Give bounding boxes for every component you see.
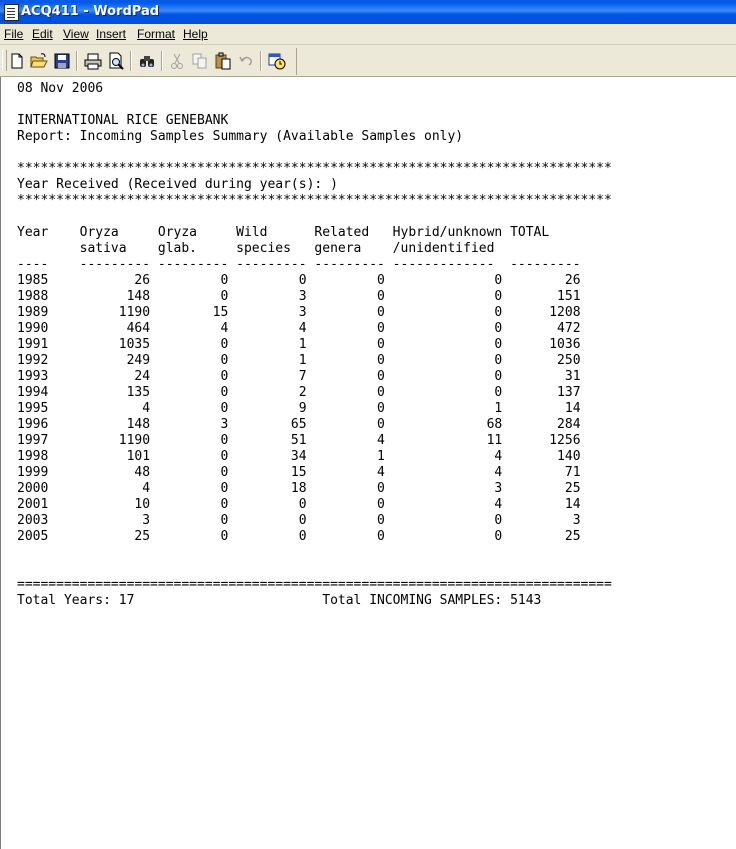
new-icon[interactable] (8, 52, 26, 70)
column-underline: ---- --------- --------- --------- -----… (17, 257, 581, 272)
menu-file[interactable]: File (4, 27, 23, 41)
toolbar-edge (296, 48, 297, 75)
table-row: 2000 4 0 18 0 3 25 (17, 481, 581, 496)
table-row: 2001 10 0 0 0 4 14 (17, 497, 581, 512)
table-row: 1989 1190 15 3 0 0 1208 (17, 305, 581, 320)
menu-insert[interactable]: Insert (96, 27, 126, 41)
cut-icon[interactable] (168, 52, 186, 70)
year-received-label: Year Received (Received during year(s): … (17, 177, 338, 192)
column-header-line-1: Year Oryza Oryza Wild Related Hybrid/unk… (17, 225, 550, 240)
menu-edit-label: Edit (32, 27, 53, 41)
table-row: 2003 3 0 0 0 0 3 (17, 513, 581, 528)
report-footer: Total Years: 17 Total INCOMING SAMPLES: … (17, 593, 542, 608)
table-row: 1996 148 3 65 0 68 284 (17, 417, 581, 432)
star-divider: ****************************************… (17, 193, 612, 208)
menu-bar: File Edit View Insert Format Help (0, 24, 736, 45)
date-time-icon[interactable] (268, 52, 286, 70)
table-row: 1997 1190 0 51 4 11 1256 (17, 433, 581, 448)
report-title: Report: Incoming Samples Summary (Availa… (17, 129, 464, 144)
table-row: 2005 25 0 0 0 0 25 (17, 529, 581, 544)
table-row: 1992 249 0 1 0 0 250 (17, 353, 581, 368)
toolbar-separator (130, 51, 132, 71)
document-area[interactable]: 08 Nov 2006 INTERNATIONAL RICE GENEBANK … (0, 77, 736, 849)
table-row: 1994 135 0 2 0 0 137 (17, 385, 581, 400)
toolbar-separator (161, 51, 163, 71)
table-row: 1990 464 4 4 0 0 472 (17, 321, 581, 336)
title-bar[interactable]: ACQ411 - WordPad (0, 0, 736, 24)
print-icon[interactable] (84, 52, 102, 70)
copy-icon[interactable] (191, 52, 209, 70)
paste-icon[interactable] (214, 52, 232, 70)
report-text[interactable]: 08 Nov 2006 INTERNATIONAL RICE GENEBANK … (17, 81, 612, 609)
undo-icon[interactable] (237, 52, 255, 70)
menu-view[interactable]: View (63, 27, 89, 41)
open-icon[interactable] (30, 52, 48, 70)
find-icon[interactable] (138, 52, 156, 70)
menu-help-label: Help (183, 27, 208, 41)
toolbar-separator (260, 51, 262, 71)
table-row: 1985 26 0 0 0 0 26 (17, 273, 581, 288)
table-row: 1991 1035 0 1 0 0 1036 (17, 337, 581, 352)
menu-view-label: View (63, 27, 89, 41)
toolbar-grip[interactable] (2, 50, 7, 71)
report-org: INTERNATIONAL RICE GENEBANK (17, 113, 229, 128)
window-title: ACQ411 - WordPad (21, 4, 160, 19)
report-date: 08 Nov 2006 (17, 81, 104, 96)
table-row: 1995 4 0 9 0 1 14 (17, 401, 581, 416)
menu-help[interactable]: Help (183, 27, 208, 41)
menu-edit[interactable]: Edit (32, 27, 53, 41)
menu-format[interactable]: Format (137, 27, 175, 41)
menu-insert-label: Insert (96, 27, 127, 41)
wordpad-app-icon[interactable] (4, 4, 19, 21)
table-row: 1993 24 0 7 0 0 31 (17, 369, 581, 384)
table-row: 1999 48 0 15 4 4 71 (17, 465, 581, 480)
save-icon[interactable] (53, 52, 71, 70)
toolbar-separator (76, 51, 78, 71)
menu-format-label: Format (137, 27, 176, 41)
column-header-line-2: sativa glab. species genera /unidentifie… (17, 241, 495, 256)
menu-file-label: File (4, 27, 24, 41)
table-row: 1998 101 0 34 1 4 140 (17, 449, 581, 464)
equals-divider: ========================================… (17, 577, 612, 592)
print-preview-icon[interactable] (107, 52, 125, 70)
toolbar (0, 45, 736, 77)
table-row: 1988 148 0 3 0 0 151 (17, 289, 581, 304)
star-divider: ****************************************… (17, 161, 612, 176)
